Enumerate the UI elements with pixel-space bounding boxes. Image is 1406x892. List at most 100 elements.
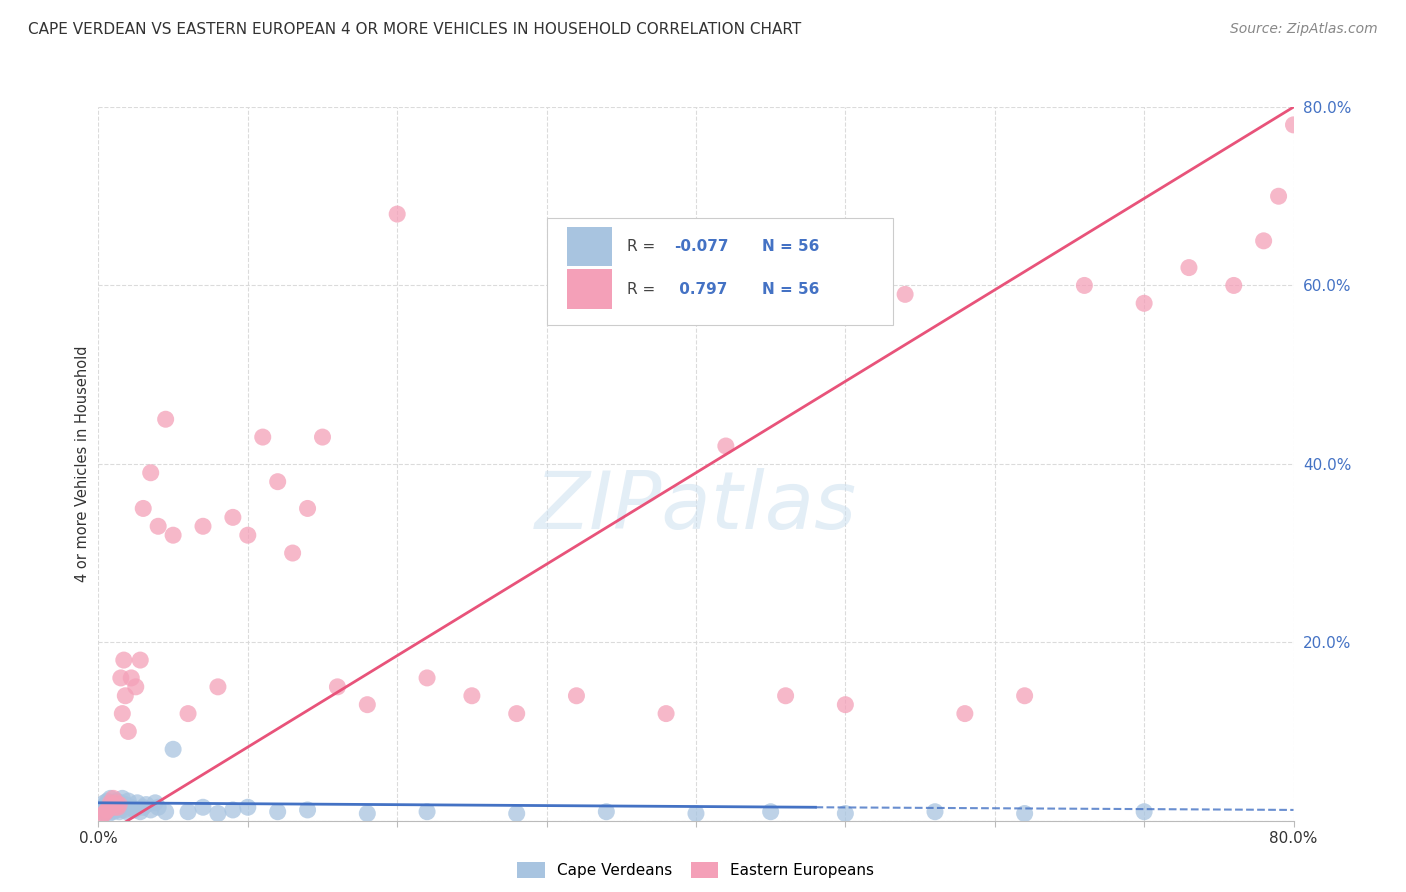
Point	[177, 706, 200, 721]
Point	[105, 803, 128, 817]
Point	[143, 796, 166, 810]
Point	[117, 724, 139, 739]
Text: ZIPatlas: ZIPatlas	[534, 467, 858, 546]
Text: N = 56: N = 56	[762, 239, 820, 253]
Point	[1267, 189, 1289, 203]
Point	[148, 519, 170, 533]
Point	[103, 805, 125, 819]
Point	[385, 207, 409, 221]
Point	[125, 680, 148, 694]
Point	[120, 800, 142, 814]
Text: 0.797: 0.797	[675, 282, 728, 296]
Point	[139, 466, 162, 480]
Point	[162, 742, 184, 756]
Point	[124, 803, 146, 817]
FancyBboxPatch shape	[567, 269, 612, 309]
Point	[162, 528, 184, 542]
Point	[326, 680, 349, 694]
Point	[103, 800, 125, 814]
Point	[236, 528, 259, 542]
Point	[1178, 260, 1201, 275]
Point	[101, 797, 124, 812]
Point	[267, 805, 290, 819]
Point	[685, 806, 707, 821]
Point	[191, 800, 214, 814]
Point	[506, 806, 529, 821]
Point	[356, 806, 378, 821]
Point	[97, 806, 120, 821]
Point	[222, 803, 245, 817]
Legend: Cape Verdeans, Eastern Europeans: Cape Verdeans, Eastern Europeans	[512, 856, 880, 884]
Text: N = 56: N = 56	[762, 282, 820, 296]
Point	[110, 800, 132, 814]
Point	[267, 475, 290, 489]
Point	[98, 796, 122, 810]
Point	[103, 791, 125, 805]
Point	[114, 689, 136, 703]
Point	[96, 803, 118, 817]
Point	[236, 800, 259, 814]
Point	[252, 430, 274, 444]
Point	[1014, 806, 1036, 821]
Point	[110, 671, 132, 685]
Point	[107, 799, 129, 814]
Point	[155, 805, 177, 819]
Point	[114, 797, 136, 812]
Text: CAPE VERDEAN VS EASTERN EUROPEAN 4 OR MORE VEHICLES IN HOUSEHOLD CORRELATION CHA: CAPE VERDEAN VS EASTERN EUROPEAN 4 OR MO…	[28, 22, 801, 37]
Point	[297, 803, 319, 817]
Point	[93, 796, 115, 810]
Point	[129, 653, 152, 667]
Point	[834, 698, 856, 712]
Point	[207, 806, 229, 821]
Point	[222, 510, 245, 524]
Point	[132, 800, 155, 814]
Point	[94, 797, 117, 812]
Point	[90, 809, 112, 823]
Point	[281, 546, 304, 560]
Point	[595, 805, 617, 819]
Point	[112, 653, 135, 667]
Text: -0.077: -0.077	[675, 239, 728, 253]
Point	[207, 680, 229, 694]
Point	[90, 805, 112, 819]
Point	[111, 706, 134, 721]
Point	[356, 698, 378, 712]
Point	[96, 805, 118, 819]
Point	[108, 797, 131, 812]
Point	[111, 791, 134, 805]
Point	[297, 501, 319, 516]
Point	[1223, 278, 1246, 293]
Point	[94, 805, 117, 819]
Point	[565, 689, 588, 703]
Point	[108, 805, 131, 819]
Point	[96, 794, 118, 808]
Point	[834, 806, 856, 821]
Point	[105, 794, 128, 808]
Text: R =: R =	[627, 239, 659, 253]
Point	[135, 797, 157, 812]
Point	[924, 805, 946, 819]
Point	[105, 796, 128, 810]
Point	[461, 689, 484, 703]
Point	[94, 803, 117, 817]
Point	[775, 689, 797, 703]
FancyBboxPatch shape	[567, 227, 612, 266]
Point	[98, 797, 122, 812]
Point	[107, 800, 129, 814]
Point	[894, 287, 917, 301]
Point	[97, 800, 120, 814]
Point	[93, 806, 115, 821]
Point	[115, 805, 138, 819]
Point	[506, 706, 529, 721]
Y-axis label: 4 or more Vehicles in Household: 4 or more Vehicles in Household	[75, 345, 90, 582]
Point	[655, 706, 678, 721]
Point	[101, 796, 124, 810]
Point	[112, 803, 135, 817]
Point	[1282, 118, 1305, 132]
Point	[120, 671, 142, 685]
Point	[148, 800, 170, 814]
Point	[1073, 278, 1095, 293]
Point	[155, 412, 177, 426]
Point	[91, 800, 114, 814]
Point	[104, 800, 127, 814]
